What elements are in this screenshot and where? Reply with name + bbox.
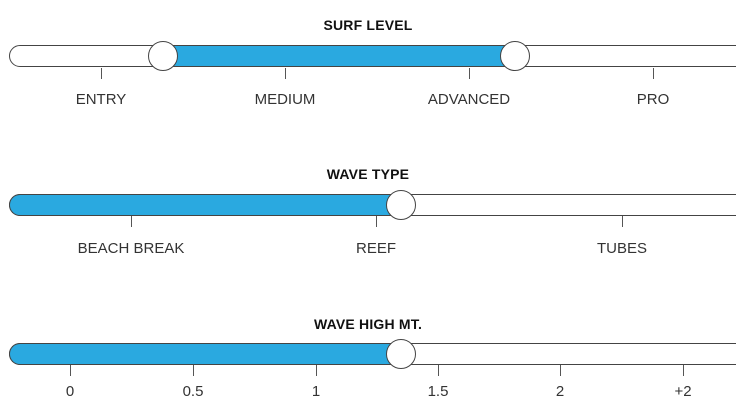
surf-level-tick xyxy=(285,68,286,79)
wave-height-label-0-5[interactable]: 0.5 xyxy=(182,383,204,400)
wave-height-label-0[interactable]: 0 xyxy=(65,383,75,400)
wave-height-tick xyxy=(438,365,439,376)
surf-level-min-handle[interactable] xyxy=(148,41,178,71)
wave-type-label-reef[interactable]: REEF xyxy=(355,240,396,257)
wave-height-tick xyxy=(70,365,71,376)
surf-level-range-fill xyxy=(163,45,515,67)
wave-height-tick xyxy=(193,365,194,376)
wave-height-handle[interactable] xyxy=(386,339,416,369)
surf-level-label-entry[interactable]: ENTRY xyxy=(75,91,127,108)
wave-height-tick xyxy=(316,365,317,376)
wave-type-fill xyxy=(9,194,401,216)
surf-level-tick xyxy=(101,68,102,79)
wave-height-label-1[interactable]: 1 xyxy=(311,383,321,400)
wave-type-label-beach-break[interactable]: BEACH BREAK xyxy=(77,240,185,257)
wave-height-fill xyxy=(9,343,401,365)
wave-type-slider[interactable]: WAVE TYPE BEACH BREAK REEF TUBES xyxy=(0,150,736,270)
wave-type-label-tubes[interactable]: TUBES xyxy=(596,240,647,257)
wave-type-tick xyxy=(131,216,132,227)
wave-height-title: WAVE HIGH MT. xyxy=(313,316,423,332)
wave-height-tick xyxy=(560,365,561,376)
surf-level-label-pro[interactable]: PRO xyxy=(636,91,670,108)
surf-level-tick xyxy=(653,68,654,79)
surf-level-max-handle[interactable] xyxy=(500,41,530,71)
wave-type-title: WAVE TYPE xyxy=(326,166,410,182)
wave-height-label-2[interactable]: 2 xyxy=(555,383,565,400)
wave-height-label-1-5[interactable]: 1.5 xyxy=(427,383,449,400)
surf-level-tick xyxy=(469,68,470,79)
wave-height-slider[interactable]: WAVE HIGH MT. 0 0.5 1 1.5 2 +2 xyxy=(0,300,736,405)
wave-height-label-plus-2[interactable]: +2 xyxy=(674,383,692,400)
surf-level-slider[interactable]: SURF LEVEL ENTRY MEDIUM ADVANCED PRO xyxy=(0,0,736,120)
surf-level-title: SURF LEVEL xyxy=(323,17,413,33)
wave-type-handle[interactable] xyxy=(386,190,416,220)
surf-level-label-medium[interactable]: MEDIUM xyxy=(254,91,316,108)
surf-level-label-advanced[interactable]: ADVANCED xyxy=(427,91,511,108)
wave-type-tick xyxy=(376,216,377,227)
wave-height-tick xyxy=(683,365,684,376)
wave-type-tick xyxy=(622,216,623,227)
